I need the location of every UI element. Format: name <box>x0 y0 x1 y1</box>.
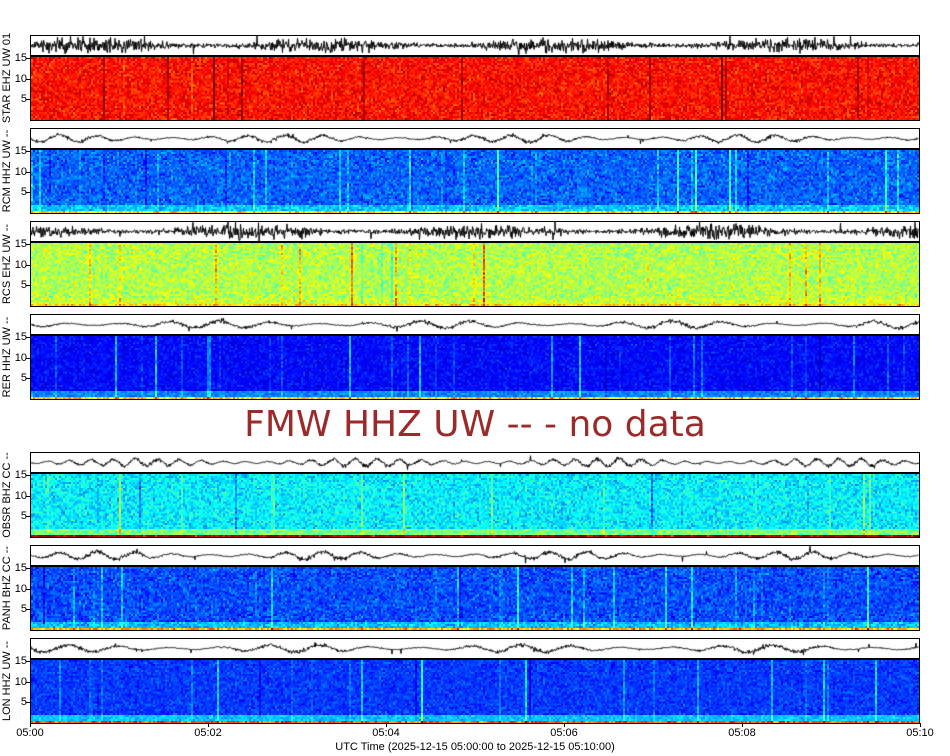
y-tick-mark <box>26 609 30 611</box>
y-tick-label: 5 <box>20 603 27 616</box>
spectrogram <box>30 149 920 214</box>
spectrogram-canvas <box>31 567 919 630</box>
waveform-canvas <box>31 315 919 334</box>
y-tick-mark <box>26 151 30 153</box>
y-tick-label: 15 <box>14 331 27 344</box>
waveform-canvas <box>31 453 919 472</box>
y-tick-label: 5 <box>20 372 27 385</box>
y-tick-mark <box>26 58 30 60</box>
x-tick-label: 05:10 <box>906 727 934 739</box>
waveform-trace <box>30 314 920 335</box>
spectrogram-canvas <box>31 243 919 306</box>
spectrogram-canvas <box>31 474 919 537</box>
y-tick-label: 15 <box>14 145 27 158</box>
y-tick-mark <box>26 378 30 380</box>
x-tick-label: 05:08 <box>728 727 756 739</box>
y-tick-label: 10 <box>14 72 27 85</box>
y-tick-mark <box>26 495 30 497</box>
x-tick-mark <box>386 723 387 727</box>
station-label: RCM HHZ UW -- <box>1 129 13 212</box>
waveform-trace <box>30 35 920 56</box>
spectrogram <box>30 56 920 121</box>
station-label: OBSR BHZ CC -- <box>1 451 13 538</box>
y-tick-label: 10 <box>14 489 27 502</box>
y-tick-mark <box>26 588 30 590</box>
y-tick-mark <box>26 192 30 194</box>
spectrogram-canvas <box>31 660 919 723</box>
x-tick-label: 05:04 <box>372 727 400 739</box>
spectrogram-canvas <box>31 150 919 213</box>
y-tick-label: 15 <box>14 562 27 575</box>
y-tick-mark <box>26 661 30 663</box>
y-tick-label: 5 <box>20 186 27 199</box>
y-tick-label: 5 <box>20 510 27 523</box>
y-tick-mark <box>26 99 30 101</box>
y-tick-label: 10 <box>14 165 27 178</box>
y-tick-mark <box>26 475 30 477</box>
y-tick-label: 15 <box>14 469 27 482</box>
spectrogram-canvas <box>31 336 919 399</box>
spectrogram-canvas <box>31 57 919 120</box>
y-tick-label: 10 <box>14 258 27 271</box>
y-tick-mark <box>26 702 30 704</box>
y-tick-label: 10 <box>14 675 27 688</box>
y-tick-label: 5 <box>20 93 27 106</box>
no-data-message: FMW HHZ UW -- - no data <box>244 404 706 445</box>
x-tick-label: 05:02 <box>194 727 222 739</box>
y-tick-label: 15 <box>14 238 27 251</box>
waveform-trace <box>30 221 920 242</box>
y-tick-mark <box>26 264 30 266</box>
y-tick-mark <box>26 78 30 80</box>
y-tick-label: 10 <box>14 582 27 595</box>
spectrogram <box>30 473 920 538</box>
x-tick-mark <box>208 723 209 727</box>
x-tick-mark <box>564 723 565 727</box>
x-tick-mark <box>30 723 31 727</box>
y-tick-mark <box>26 357 30 359</box>
y-tick-label: 5 <box>20 279 27 292</box>
waveform-trace <box>30 128 920 149</box>
y-tick-label: 10 <box>14 351 27 364</box>
waveform-trace <box>30 452 920 473</box>
station-label: STAR EHZ UW 01 <box>1 32 13 123</box>
y-tick-label: 15 <box>14 655 27 668</box>
x-tick-mark <box>920 723 921 727</box>
station-label: RCS EHZ UW -- <box>1 223 13 304</box>
y-tick-mark <box>26 337 30 339</box>
station-label: RER HHZ UW -- <box>1 316 13 397</box>
waveform-canvas <box>31 129 919 148</box>
spectrogram <box>30 566 920 631</box>
y-tick-mark <box>26 285 30 287</box>
y-tick-mark <box>26 568 30 570</box>
y-tick-mark <box>26 681 30 683</box>
station-label: PANH BHZ CC -- <box>1 545 13 630</box>
waveform-canvas <box>31 639 919 658</box>
y-tick-mark <box>26 171 30 173</box>
waveform-canvas <box>31 222 919 241</box>
x-tick-label: 05:00 <box>16 727 44 739</box>
waveform-canvas <box>31 546 919 565</box>
y-tick-label: 5 <box>20 696 27 709</box>
y-tick-mark <box>26 516 30 518</box>
waveform-canvas <box>31 36 919 55</box>
spectrogram <box>30 659 920 724</box>
x-tick-label: 05:06 <box>550 727 578 739</box>
x-axis-label: UTC Time (2025-12-15 05:00:00 to 2025-12… <box>335 741 615 753</box>
x-tick-mark <box>742 723 743 727</box>
station-label: LON HHZ UW -- <box>1 640 13 721</box>
waveform-trace <box>30 545 920 566</box>
y-tick-mark <box>26 244 30 246</box>
spectrogram <box>30 335 920 400</box>
waveform-trace <box>30 638 920 659</box>
spectrogram <box>30 242 920 307</box>
y-tick-label: 15 <box>14 52 27 65</box>
